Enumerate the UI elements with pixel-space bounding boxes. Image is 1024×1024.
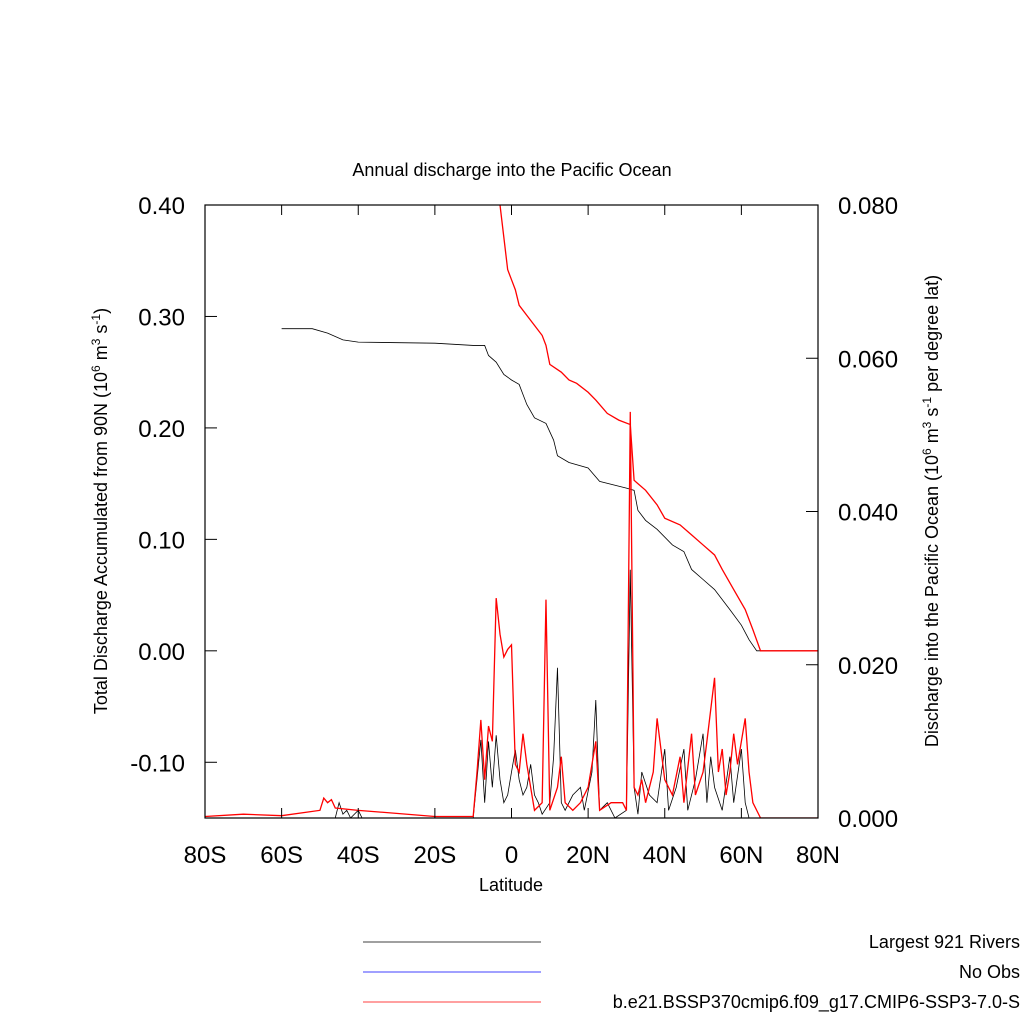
y-tick-label: 0.40 xyxy=(138,193,185,220)
x-tick-label: 60S xyxy=(260,842,303,869)
y-tick-label: -0.10 xyxy=(130,750,185,777)
y2-axis-title-part: 6 xyxy=(920,448,934,455)
y2-axis-title-part: 3 xyxy=(920,421,934,428)
series-line xyxy=(205,569,818,818)
x-tick-label: 0 xyxy=(505,842,518,869)
legend-label: Largest 921 Rivers xyxy=(869,932,1020,952)
y-axis-title-part: -1 xyxy=(89,314,103,325)
y-tick-label: 0.30 xyxy=(138,304,185,331)
y2-tick-label: 0.040 xyxy=(838,500,898,527)
y-axis-title: Total Discharge Accumulated from 90N (10… xyxy=(89,308,111,714)
y-axis-title-part: Total Discharge Accumulated from 90N (10 xyxy=(91,372,111,714)
y-axis-title-part: s xyxy=(91,325,111,339)
y2-axis-title-part: m xyxy=(922,428,942,448)
legend-label: No Obs xyxy=(959,962,1020,982)
y-axis-title-part: 6 xyxy=(89,365,103,372)
x-tick-label: 20S xyxy=(414,842,457,869)
x-tick-label: 40S xyxy=(337,842,380,869)
plot-lines xyxy=(205,205,818,818)
plot-frame xyxy=(204,204,819,819)
y-axis-title-part: m xyxy=(91,345,111,365)
chart-title: Annual discharge into the Pacific Ocean xyxy=(352,160,671,180)
y2-tick-label: 0.000 xyxy=(838,806,898,833)
series-line xyxy=(499,205,818,652)
x-axis-title: Latitude xyxy=(479,875,543,895)
y2-tick-label: 0.060 xyxy=(838,346,898,373)
y2-axis-title: Discharge into the Pacific Ocean (106 m3… xyxy=(920,275,942,747)
y2-axis-title-part: Discharge into the Pacific Ocean (10 xyxy=(922,455,942,747)
y2-axis-title-part: s xyxy=(922,408,942,422)
y-axis-title-part: 3 xyxy=(89,338,103,345)
x-tick-label: 80S xyxy=(184,842,227,869)
y-tick-label: 0.00 xyxy=(138,639,185,666)
x-tick-label: 80N xyxy=(796,842,840,869)
legend-label: b.e21.BSSP370cmip6.f09_g17.CMIP6-SSP3-7.… xyxy=(613,992,1020,1013)
y2-axis-title-part: -1 xyxy=(920,397,934,408)
series-line xyxy=(281,328,818,652)
x-tick-label: 40N xyxy=(643,842,687,869)
y2-tick-label: 0.020 xyxy=(838,653,898,680)
x-tick-label: 20N xyxy=(566,842,610,869)
y-tick-label: 0.20 xyxy=(138,416,185,443)
y-tick-label: 0.10 xyxy=(138,527,185,554)
series-line xyxy=(205,411,818,818)
y2-axis-title-part: per degree lat) xyxy=(922,275,942,397)
y-axis-title-part: ) xyxy=(91,308,111,314)
x-tick-label: 60N xyxy=(719,842,763,869)
y2-tick-label: 0.080 xyxy=(838,193,898,220)
